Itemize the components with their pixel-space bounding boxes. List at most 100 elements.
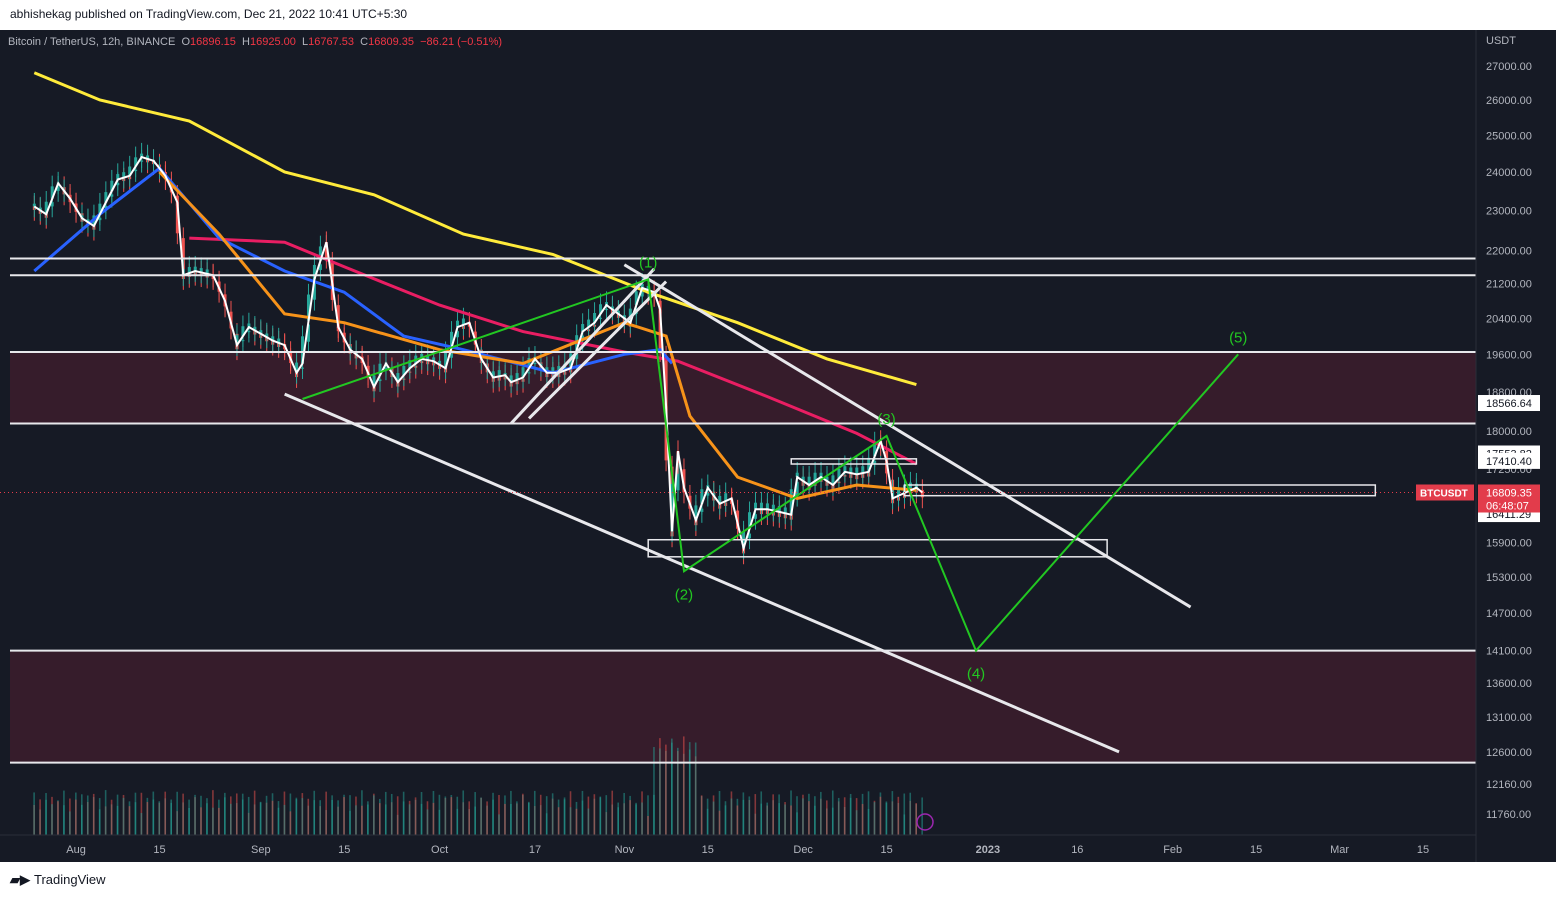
volume-bar — [742, 792, 745, 835]
chart-svg[interactable]: (1) (2) (3) (4) (5) USDT 27000.00 26000.00 25000… — [0, 30, 1556, 862]
candle-body — [193, 266, 197, 272]
candle-body — [277, 338, 281, 343]
volume-bar — [599, 796, 602, 835]
volume-bar — [754, 794, 757, 835]
volume-bar — [677, 747, 679, 835]
volume-bar — [593, 794, 596, 835]
volume-bar — [510, 803, 512, 835]
volume-bar — [313, 790, 316, 835]
chart-area[interactable]: (1) (2) (3) (4) (5) USDT 27000.00 26000.00 25000… — [0, 30, 1556, 862]
candle-body — [855, 467, 859, 475]
price-tick-label: 11760.00 — [1486, 809, 1531, 821]
volume-bar — [164, 791, 167, 835]
wave-label: (5) — [1229, 329, 1247, 346]
price-scale-currency: USDT — [1486, 35, 1516, 47]
candle-body — [748, 512, 752, 529]
shaded-zone — [10, 650, 1476, 763]
price-tick-label: 24000.00 — [1486, 167, 1532, 179]
moving-average-line — [33, 166, 674, 375]
volume-bar — [146, 802, 149, 835]
candle-body — [801, 476, 805, 482]
volume-bar — [682, 736, 685, 835]
volume-bar — [474, 792, 476, 835]
volume-bar — [748, 796, 751, 835]
volume-bar — [75, 799, 77, 835]
volume-bar — [617, 802, 619, 835]
symbol-badge — [1416, 484, 1474, 501]
volume-bar — [116, 794, 119, 835]
volume-bar — [820, 791, 822, 835]
price-tick-label: 20400.00 — [1486, 313, 1532, 325]
volume-bar — [837, 797, 840, 835]
volume-bar — [569, 807, 572, 835]
price-tick-label: 19600.00 — [1486, 349, 1532, 361]
candle-body — [146, 155, 150, 159]
time-tick-label: Mar — [1330, 844, 1349, 856]
candle-body — [604, 302, 608, 306]
volume-bar — [265, 795, 268, 835]
tradingview-logo[interactable]: ▰▶ TradingView — [10, 872, 106, 888]
volume-bar — [551, 793, 554, 835]
candle-body — [306, 294, 310, 321]
price-tick-label: 15900.00 — [1486, 538, 1532, 550]
time-tick-label: 2023 — [976, 844, 1000, 856]
volume-bar — [259, 801, 262, 835]
volume-bar — [766, 802, 768, 835]
wave-label: (3) — [877, 411, 895, 428]
candle-body — [491, 371, 495, 378]
volume-bar — [605, 795, 608, 835]
legend-high-label: H — [242, 36, 250, 48]
volume-bar — [623, 792, 625, 835]
legend-low-value: 16767.53 — [308, 36, 355, 48]
volume-bar — [694, 742, 697, 835]
range-box — [903, 484, 1377, 497]
candle-body — [718, 495, 722, 504]
volume-bar — [855, 810, 858, 835]
volume-bar — [402, 791, 405, 835]
volume-bar — [140, 812, 143, 835]
candle-body — [420, 353, 424, 359]
candle-body — [670, 483, 674, 532]
candle-body — [32, 203, 36, 207]
candle-body — [897, 487, 901, 496]
volume-bar — [51, 804, 53, 835]
candle-body — [610, 306, 614, 310]
candle-body — [843, 466, 847, 472]
fast-ma-line — [33, 155, 924, 552]
time-tick-label: 17 — [529, 844, 541, 856]
volume-bar — [33, 792, 35, 835]
candle-body — [140, 153, 144, 158]
volume-bar — [361, 805, 363, 835]
candle-body — [503, 373, 507, 376]
candle-body — [187, 267, 191, 274]
volume-bar — [849, 797, 852, 835]
volume-bar — [319, 800, 321, 835]
volume-bar — [629, 800, 631, 835]
publish-info: abhishekag published on TradingView.com,… — [10, 7, 408, 21]
candle-body — [557, 366, 561, 373]
candle-body — [271, 336, 275, 341]
candle-body — [86, 219, 90, 223]
candle-body — [444, 352, 448, 369]
candle-body — [527, 357, 531, 369]
volume-bar — [831, 790, 834, 835]
price-tick-label: 23000.00 — [1486, 205, 1532, 217]
candle-body — [622, 315, 626, 319]
volume-bar — [390, 793, 393, 835]
volume-bar — [63, 805, 65, 835]
volume-bar — [212, 807, 214, 835]
volume-bar — [188, 799, 190, 835]
candle-body — [873, 442, 877, 457]
candle-body — [920, 490, 924, 498]
candle-body — [783, 507, 787, 514]
candle-body — [324, 242, 328, 258]
candle-body — [759, 502, 763, 510]
volume-bar — [671, 738, 673, 835]
trendline — [284, 392, 1120, 754]
volume-bar — [325, 791, 327, 835]
volume-bar — [891, 791, 894, 835]
volume-bar — [808, 801, 810, 835]
candle-body — [175, 202, 179, 234]
candle-body — [318, 246, 322, 261]
volume-bar — [206, 803, 208, 835]
